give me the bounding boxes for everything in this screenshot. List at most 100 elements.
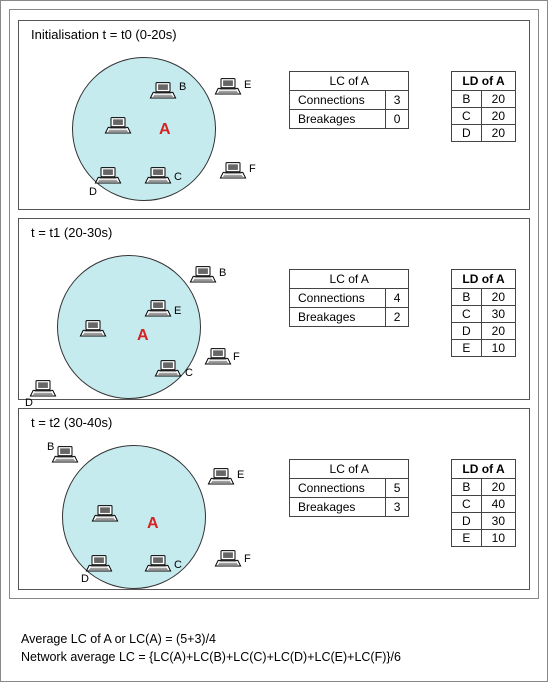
ld-table: LD of A B 20 C 30 D 20 E 10: [451, 269, 516, 357]
ld-header: LD of A: [452, 460, 516, 479]
node-label-D: D: [89, 186, 97, 198]
table-row: C 20: [452, 108, 516, 125]
ld-node: B: [452, 91, 482, 108]
node-label-C: C: [174, 559, 182, 571]
node-label-A: A: [159, 121, 171, 139]
panel-t0: Initialisation t = t0 (0-20s) A B E C D: [18, 20, 530, 210]
outer-frame: Initialisation t = t0 (0-20s) A B E C D: [9, 9, 539, 599]
table-row: Connections 3: [290, 91, 409, 110]
node-E: [144, 299, 172, 319]
table-row: C 30: [452, 306, 516, 323]
table-row: B 20: [452, 91, 516, 108]
lc-row-label: Breakages: [290, 498, 386, 517]
table-row: C 40: [452, 496, 516, 513]
panel-title: t = t2 (30-40s): [31, 415, 112, 430]
panel-t1: t = t1 (20-30s) A B E C D: [18, 218, 530, 400]
node-label-F: F: [233, 351, 240, 363]
lc-table: LC of A Connections 5 Breakages 3: [289, 459, 409, 517]
lc-row-label: Breakages: [290, 110, 386, 129]
node-E: [207, 467, 235, 487]
node-E: [214, 77, 242, 97]
ld-node: D: [452, 125, 482, 142]
node-C: [154, 359, 182, 379]
ld-value: 40: [481, 496, 515, 513]
ld-value: 10: [481, 340, 515, 357]
node-A: [79, 319, 123, 349]
ld-value: 10: [481, 530, 515, 547]
lc-row-label: Connections: [290, 91, 386, 110]
ld-node: D: [452, 323, 482, 340]
ld-value: 20: [481, 91, 515, 108]
panel-title: Initialisation t = t0 (0-20s): [31, 27, 177, 42]
table-row: D 20: [452, 323, 516, 340]
ld-node: B: [452, 289, 482, 306]
ld-table: LD of A B 20 C 40 D 30 E 10: [451, 459, 516, 547]
ld-value: 20: [481, 125, 515, 142]
lc-header: LC of A: [290, 270, 409, 289]
table-row: D 20: [452, 125, 516, 142]
ld-node: E: [452, 530, 482, 547]
lc-header: LC of A: [290, 460, 409, 479]
node-label-E: E: [244, 79, 251, 91]
lc-row-value: 0: [385, 110, 409, 129]
table-row: Breakages 3: [290, 498, 409, 517]
node-D: [94, 166, 122, 186]
lc-row-value: 2: [385, 308, 409, 327]
ld-node: C: [452, 108, 482, 125]
node-B: [149, 81, 177, 101]
lc-header: LC of A: [290, 72, 409, 91]
node-B: [189, 265, 217, 285]
node-D: [85, 554, 113, 574]
table-row: D 30: [452, 513, 516, 530]
ld-header: LD of A: [452, 72, 516, 91]
lc-table: LC of A Connections 4 Breakages 2: [289, 269, 409, 327]
node-label-C: C: [185, 367, 193, 379]
ld-node: B: [452, 479, 482, 496]
node-C: [144, 166, 172, 186]
lc-row-value: 3: [385, 498, 409, 517]
ld-value: 20: [481, 479, 515, 496]
node-F: [204, 347, 232, 367]
node-label-E: E: [237, 469, 244, 481]
ld-node: E: [452, 340, 482, 357]
node-label-D: D: [81, 573, 89, 585]
ld-node: C: [452, 496, 482, 513]
node-A: [104, 116, 148, 146]
table-row: Connections 4: [290, 289, 409, 308]
table-row: B 20: [452, 289, 516, 306]
ld-value: 20: [481, 323, 515, 340]
table-row: E 10: [452, 530, 516, 547]
node-label-A: A: [137, 327, 149, 345]
lc-row-value: 3: [385, 91, 409, 110]
lc-row-label: Connections: [290, 289, 386, 308]
node-label-B: B: [179, 81, 186, 93]
node-label-F: F: [249, 163, 256, 175]
node-label-C: C: [174, 171, 182, 183]
table-row: B 20: [452, 479, 516, 496]
table-row: Connections 5: [290, 479, 409, 498]
node-C: [144, 554, 172, 574]
lc-row-label: Connections: [290, 479, 386, 498]
node-label-F: F: [244, 553, 251, 565]
ld-value: 30: [481, 513, 515, 530]
formulas-block: Average LC of A or LC(A) = (5+3)/4 Netwo…: [21, 630, 401, 668]
table-row: Breakages 2: [290, 308, 409, 327]
panel-t2: t = t2 (30-40s) A B E C D: [18, 408, 530, 590]
node-F: [214, 549, 242, 569]
node-D: [29, 379, 57, 399]
node-label-A: A: [147, 515, 159, 533]
node-A: [91, 504, 135, 534]
ld-table: LD of A B 20 C 20 D 20: [451, 71, 516, 142]
ld-value: 20: [481, 108, 515, 125]
table-row: E 10: [452, 340, 516, 357]
ld-header: LD of A: [452, 270, 516, 289]
ld-node: C: [452, 306, 482, 323]
lc-row-label: Breakages: [290, 308, 386, 327]
panel-title: t = t1 (20-30s): [31, 225, 112, 240]
panels-container: Initialisation t = t0 (0-20s) A B E C D: [10, 20, 538, 590]
table-row: Breakages 0: [290, 110, 409, 129]
ld-node: D: [452, 513, 482, 530]
node-label-B: B: [219, 267, 226, 279]
node-B: [51, 445, 79, 465]
lc-table: LC of A Connections 3 Breakages 0: [289, 71, 409, 129]
